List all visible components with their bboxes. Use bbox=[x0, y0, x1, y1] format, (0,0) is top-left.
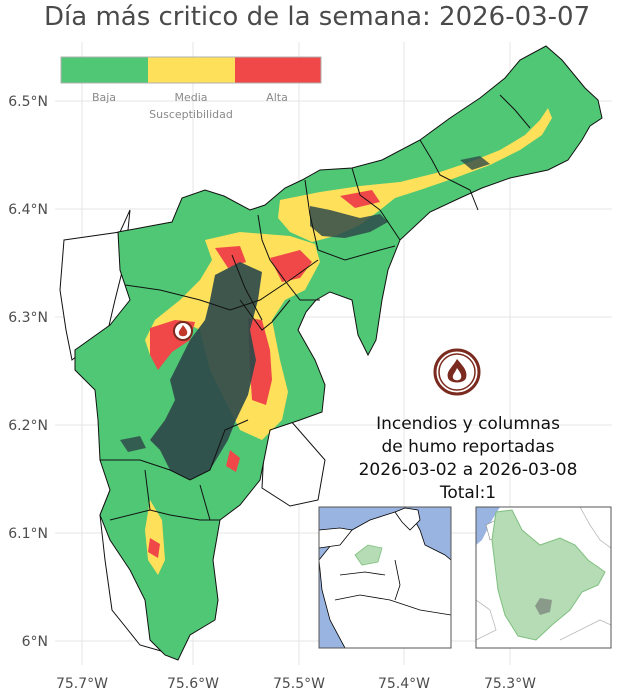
municipal-boundaries bbox=[74, 45, 603, 661]
info-line-2: de humo reportadas bbox=[381, 437, 555, 457]
x-tick-75-7: 75.7°W bbox=[56, 676, 108, 692]
fire-icon bbox=[433, 348, 481, 396]
y-tick-6-5: 6.5°N bbox=[8, 94, 48, 110]
legend-swatch-medium bbox=[148, 57, 235, 83]
fire-report-summary: Incendios y columnas de humo reportadas … bbox=[340, 413, 596, 505]
susceptibility-low-region bbox=[75, 46, 602, 660]
x-tick-75-3: 75.3°W bbox=[484, 676, 536, 692]
info-date-range: 2026-03-02 a 2026-03-08 bbox=[358, 460, 578, 480]
x-tick-75-5: 75.5°W bbox=[273, 676, 325, 692]
x-tick-75-4: 75.4°W bbox=[378, 676, 430, 692]
y-tick-6-4: 6.4°N bbox=[8, 202, 48, 218]
legend-label-low: Baja bbox=[92, 91, 116, 104]
x-axis-ticks: 75.7°W 75.6°W 75.5°W 75.4°W 75.3°W bbox=[56, 676, 536, 692]
info-line-1: Incendios y columnas bbox=[376, 414, 560, 434]
x-tick-75-6: 75.6°W bbox=[167, 676, 219, 692]
inset-country-map bbox=[318, 506, 452, 649]
info-total: Total:1 bbox=[439, 483, 497, 503]
map-title: Día más critico de la semana: 2026-03-07 bbox=[44, 2, 591, 32]
y-tick-6-3: 6.3°N bbox=[8, 310, 48, 326]
y-tick-6-2: 6.2°N bbox=[8, 418, 48, 434]
legend-label-high: Alta bbox=[266, 91, 288, 104]
inset-department-map bbox=[475, 506, 612, 649]
y-tick-6-0: 6°N bbox=[22, 634, 48, 650]
y-axis-ticks: 6.5°N 6.4°N 6.3°N 6.2°N 6.1°N 6°N bbox=[8, 94, 48, 650]
legend-swatch-high bbox=[235, 57, 321, 83]
legend-swatch-low bbox=[61, 57, 148, 83]
urban-areas bbox=[120, 156, 490, 480]
legend: Baja Media Alta Susceptibilidad bbox=[60, 56, 322, 121]
y-tick-6-1: 6.1°N bbox=[8, 526, 48, 542]
legend-label-medium: Media bbox=[174, 91, 207, 104]
fire-marker-icon[interactable] bbox=[173, 321, 193, 341]
legend-title: Susceptibilidad bbox=[149, 108, 233, 121]
